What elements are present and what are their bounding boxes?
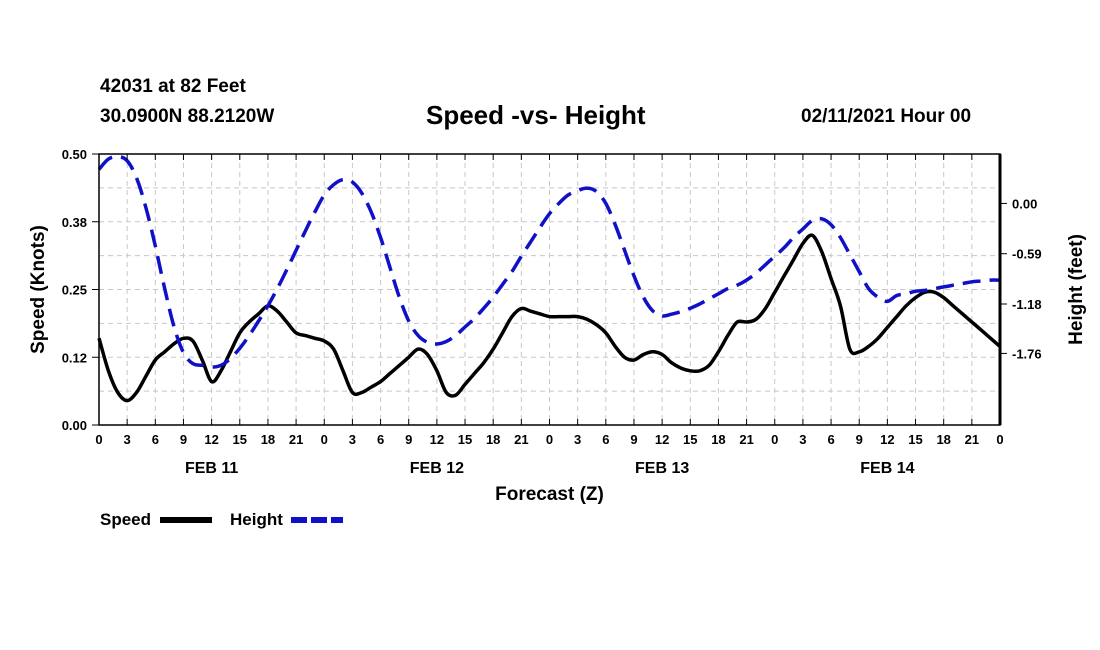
x-tick-label: 21 [289, 432, 303, 447]
y-left-tick-label: 0.50 [62, 147, 87, 162]
x-tick-label: 0 [996, 432, 1003, 447]
x-tick-label: 6 [377, 432, 384, 447]
x-tick-label: 21 [965, 432, 979, 447]
y-axis-right-title: Height (feet) [1066, 234, 1087, 345]
x-tick-label: 18 [711, 432, 725, 447]
series-line-height [97, 154, 1001, 369]
x-tick-label: 18 [486, 432, 500, 447]
y-right-tick-label: -1.18 [1012, 297, 1042, 312]
x-tick-label: 12 [880, 432, 894, 447]
station-coords: 30.0900N 88.2120W [100, 106, 275, 127]
x-axis-title: Forecast (Z) [495, 484, 604, 505]
y-right-tick-label: -0.59 [1012, 247, 1042, 262]
legend-height-label: Height [230, 510, 283, 529]
x-day-label: FEB 14 [860, 460, 914, 477]
x-tick-label: 15 [233, 432, 247, 447]
x-tick-label: 21 [739, 432, 753, 447]
x-tick-label: 0 [546, 432, 553, 447]
legend: Speed Height [100, 510, 343, 529]
x-day-label: FEB 13 [635, 460, 689, 477]
y-axis-left-title: Speed (Knots) [28, 225, 49, 354]
y-left-tick-label: 0.12 [62, 350, 87, 365]
x-tick-label: 3 [799, 432, 806, 447]
x-tick-label: 0 [95, 432, 102, 447]
x-tick-label: 3 [124, 432, 131, 447]
x-tick-label: 9 [180, 432, 187, 447]
x-tick-label: 18 [936, 432, 950, 447]
x-tick-label: 9 [405, 432, 412, 447]
x-tick-label: 21 [514, 432, 528, 447]
x-tick-label: 18 [261, 432, 275, 447]
x-tick-label: 12 [430, 432, 444, 447]
x-day-label: FEB 12 [410, 460, 464, 477]
x-tick-label: 15 [458, 432, 472, 447]
grid-layer [99, 154, 1000, 425]
y-right-tick-label: 0.00 [1012, 196, 1037, 211]
axes-layer: 0 3 6 9 12 15 18 21 0 3 6 9 12 15 18 21 0 3 6 9 12 15 18 21 0 3 6 9… [62, 147, 1042, 477]
x-tick-label: 15 [908, 432, 922, 447]
series-line-speed [97, 233, 1002, 403]
x-tick-label: 15 [683, 432, 697, 447]
y-left-tick-label: 0.25 [62, 283, 87, 298]
y-left-tick-label: 0.00 [62, 418, 87, 433]
x-tick-label: 9 [856, 432, 863, 447]
series-layer [97, 154, 1002, 403]
x-tick-label: 6 [602, 432, 609, 447]
x-tick-label: 0 [321, 432, 328, 447]
x-tick-label: 12 [655, 432, 669, 447]
legend-speed-label: Speed [100, 510, 151, 529]
forecast-date: 02/11/2021 Hour 00 [801, 106, 972, 127]
x-tick-label: 9 [630, 432, 637, 447]
x-tick-label: 6 [827, 432, 834, 447]
x-tick-label: 12 [204, 432, 218, 447]
y-right-tick-label: -1.76 [1012, 346, 1042, 361]
chart-title: Speed -vs- Height [426, 100, 646, 130]
x-tick-label: 3 [349, 432, 356, 447]
x-tick-label: 6 [152, 432, 159, 447]
station-label: 42031 at 82 Feet [100, 76, 246, 97]
x-tick-label: 0 [771, 432, 778, 447]
x-day-label: FEB 11 [185, 460, 238, 477]
x-tick-label: 3 [574, 432, 581, 447]
y-left-tick-label: 0.38 [62, 215, 87, 230]
